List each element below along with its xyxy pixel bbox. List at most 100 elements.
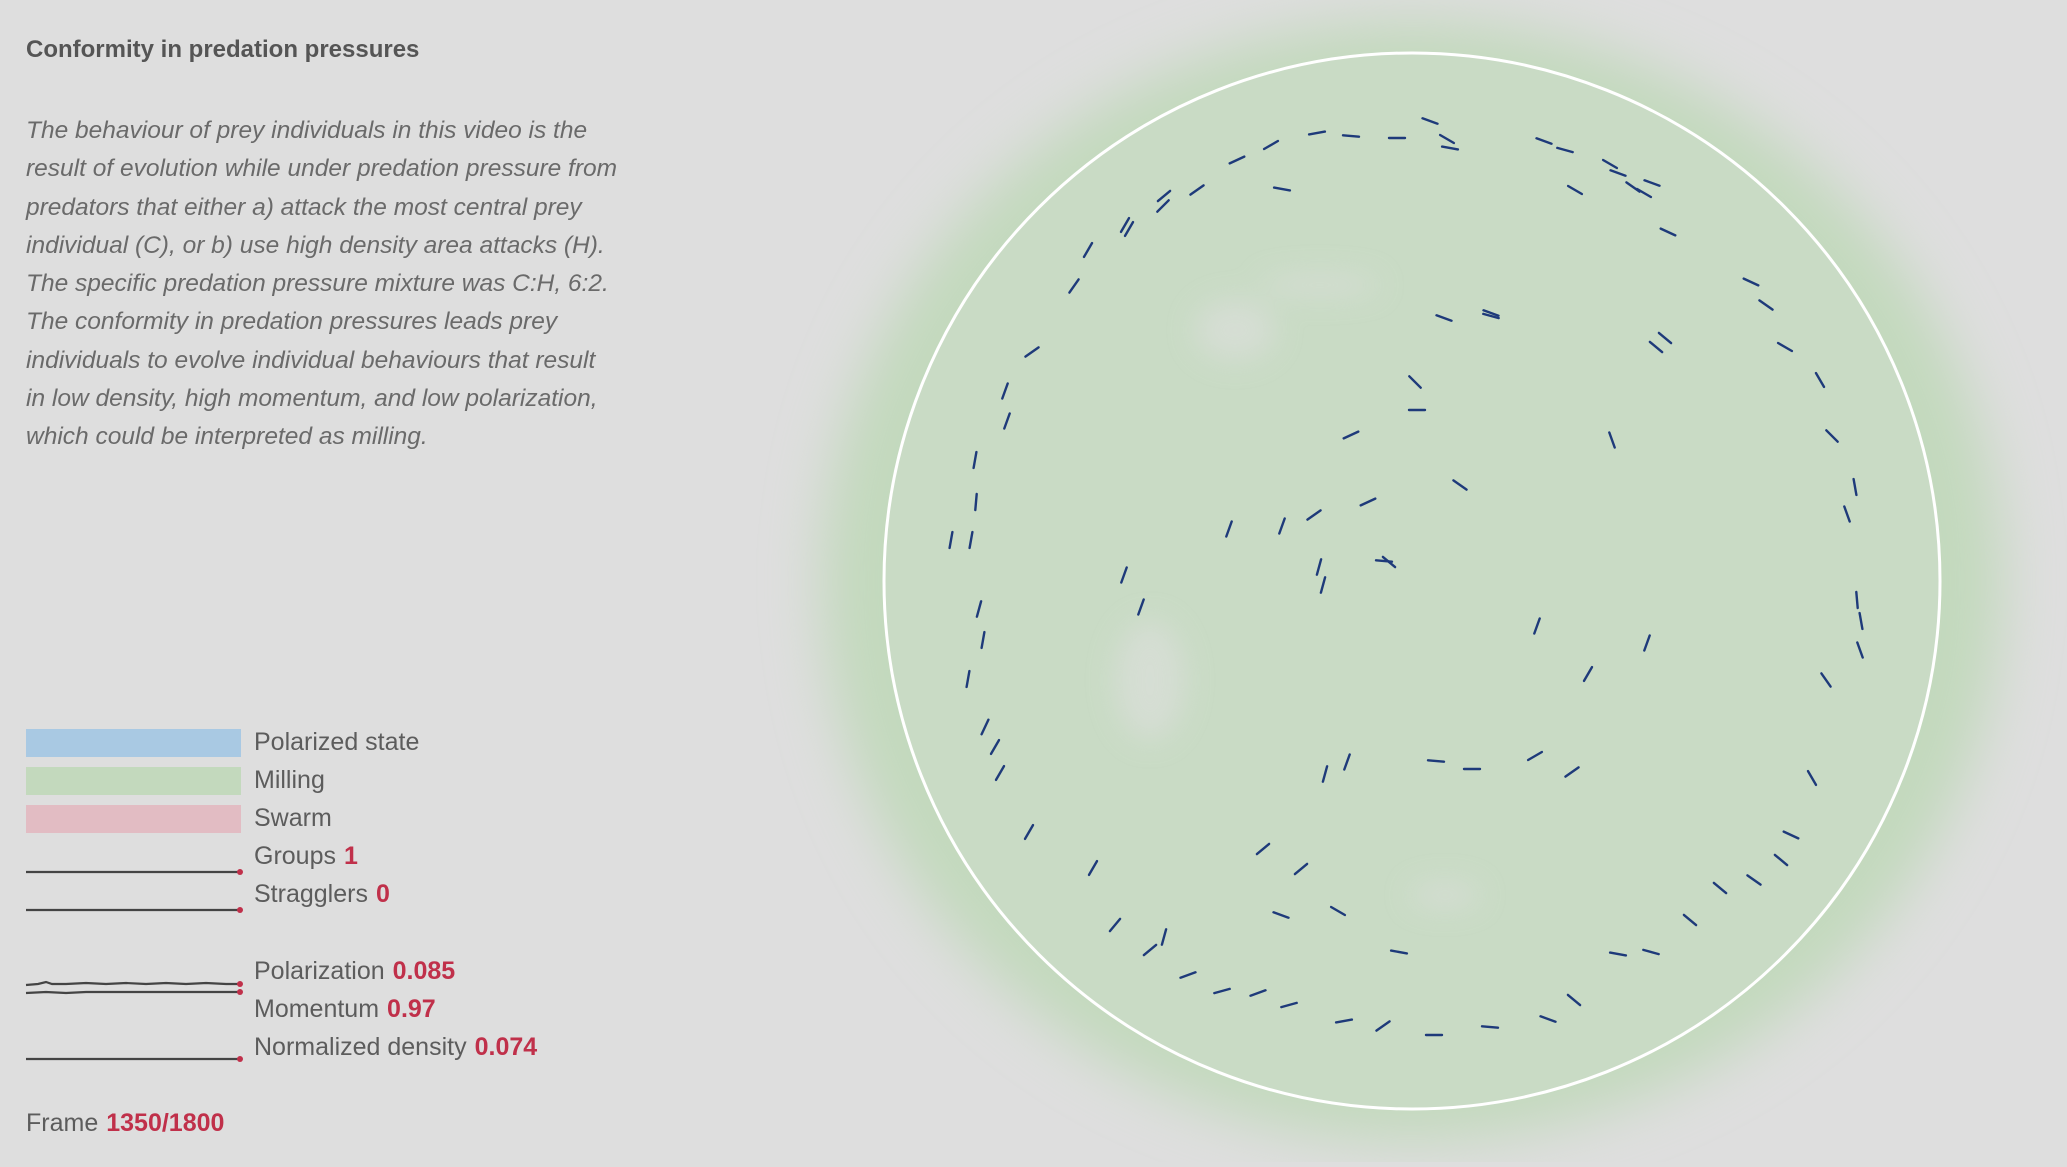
frame-label: Frame: [26, 1109, 99, 1137]
prey-agent: [1440, 145, 1460, 151]
prey-agent: [972, 450, 978, 470]
prey-agent: [1082, 241, 1094, 259]
groups-label-text: Groups: [254, 842, 336, 870]
prey-agent: [1272, 911, 1290, 919]
stragglers-row: Stragglers 0: [26, 877, 686, 913]
prey-agent: [1421, 117, 1439, 125]
groups-label: Groups 1: [254, 839, 358, 873]
description-line: predators that either a) attack the most…: [26, 193, 582, 221]
prey-agent: [1426, 759, 1446, 763]
prey-agent: [1306, 509, 1322, 521]
description-line: result of evolution while under predatio…: [26, 155, 618, 183]
prey-agent: [1374, 559, 1394, 563]
density-sparkline: [26, 1056, 243, 1062]
polarization-label-text: Polarization: [254, 957, 385, 985]
prey-agent: [1843, 505, 1851, 523]
legend-milling: Milling: [26, 763, 686, 797]
prey-agent: [1003, 412, 1011, 430]
prey-agent: [1359, 497, 1377, 507]
milling-label: Milling: [254, 766, 325, 794]
description: The behaviour of prey individuals in thi…: [26, 112, 666, 457]
prey-agent: [1539, 1015, 1557, 1023]
prey-agent: [1321, 765, 1329, 783]
prey-agent: [965, 669, 971, 689]
prey-agent: [1856, 641, 1864, 659]
prey-agent: [1342, 430, 1360, 440]
swarm-label: Swarm: [254, 804, 332, 832]
prey-agent: [1852, 477, 1858, 497]
prey-agent: [989, 738, 1001, 756]
polarization-row: Polarization 0.085: [25, 954, 686, 995]
prey-agent: [1814, 371, 1826, 389]
prey-agent: [1334, 1018, 1354, 1024]
prey-agent: [975, 600, 983, 618]
prey-agent: [1343, 753, 1351, 771]
prey-agent: [1156, 199, 1170, 213]
prey-agent: [1806, 769, 1818, 787]
frame-value: 1350/1800: [106, 1109, 225, 1137]
prey-agent: [948, 530, 954, 550]
prey-agent: [1024, 346, 1040, 358]
prey-agent: [1601, 158, 1619, 170]
prey-agent: [1858, 611, 1864, 631]
density-trace: [1115, 275, 1480, 907]
prey-agent: [1160, 928, 1168, 946]
groups-row: Groups 1: [26, 839, 686, 875]
prey-agent: [1855, 590, 1859, 610]
prey-agent: [1648, 340, 1664, 354]
prey-agent: [1582, 665, 1594, 683]
legend-polarized: Polarized state: [26, 725, 686, 759]
frame-row: Frame 1350/1800: [26, 1106, 686, 1140]
prey-agent: [1272, 186, 1292, 192]
prey-agent: [974, 492, 978, 512]
prey-agent: [1556, 146, 1574, 154]
milling-swatch: [26, 767, 241, 795]
description-line: The specific predation pressure mixture …: [26, 270, 609, 298]
description-line: in low density, high momentum, and low p…: [26, 385, 598, 413]
prey-agent: [1825, 429, 1839, 443]
prey-agent: [1659, 227, 1677, 237]
prey-agent: [1156, 189, 1172, 203]
prey-agent: [1179, 971, 1197, 979]
prey-individuals: [948, 117, 1864, 1037]
prey-agent: [1533, 617, 1541, 635]
prey-agent: [1782, 830, 1800, 840]
density-value: 0.074: [474, 1033, 538, 1061]
groups-sparkline: [26, 869, 243, 875]
prey-agent: [1389, 949, 1409, 955]
prey-agent: [1643, 179, 1661, 187]
stragglers-label-text: Stragglers: [254, 880, 368, 908]
prey-agent: [968, 530, 974, 550]
momentum-label-text: Momentum: [254, 995, 380, 1023]
prey-agent: [1255, 842, 1271, 856]
prey-agent: [1189, 184, 1205, 196]
prey-agent: [1482, 309, 1500, 317]
prey-agent: [1482, 312, 1500, 320]
stragglers-sparkline: [26, 907, 243, 913]
prey-agent: [1293, 862, 1309, 876]
prey-agent: [1408, 375, 1422, 389]
prey-agent: [1329, 905, 1347, 917]
momentum-row: Momentum 0.97: [26, 992, 686, 1026]
prey-agent: [1225, 520, 1233, 538]
prey-agent: [1657, 331, 1673, 345]
prey-agent: [1249, 989, 1267, 997]
description-line: The behaviour of prey individuals in thi…: [26, 117, 588, 144]
prey-agent: [1262, 139, 1280, 151]
frame-counter: Frame 1350/1800: [26, 1106, 224, 1140]
prey-agent: [1108, 917, 1122, 933]
prey-agent: [1566, 184, 1584, 196]
prey-agent: [1213, 987, 1231, 995]
info-panel: Conformity in predation pressures The be…: [25, 0, 686, 1162]
prey-agent: [1746, 874, 1762, 886]
prey-agent: [1123, 220, 1135, 238]
legend-swarm: Swarm: [26, 801, 686, 835]
polarized-swatch: [26, 729, 241, 757]
prey-agent: [1087, 859, 1099, 877]
prey-agent: [980, 718, 990, 736]
description-line: which could be interpreted as milling.: [26, 423, 428, 451]
prey-agent: [1773, 853, 1789, 867]
prey-agent: [1375, 1020, 1391, 1032]
prey-agent: [1228, 155, 1246, 165]
